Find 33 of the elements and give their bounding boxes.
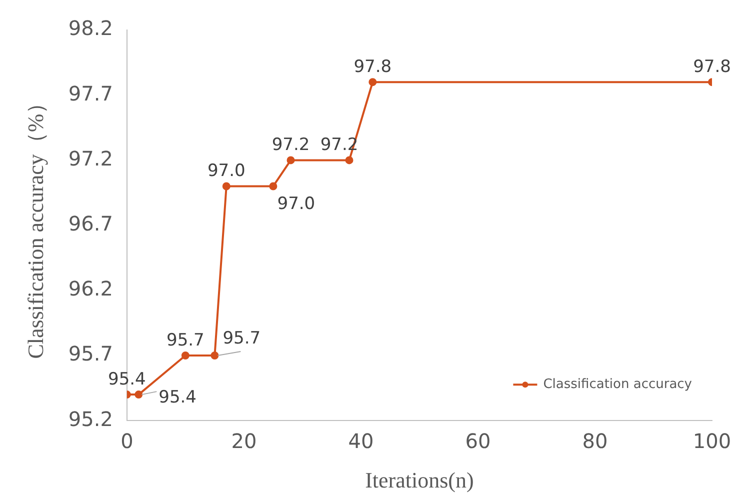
y-tick-label: 96.7 [68,212,113,236]
data-label: 95.7 [222,328,261,348]
point [134,390,143,399]
point [269,182,278,190]
point [181,352,190,360]
y-tick-label: 96.2 [68,276,113,301]
data-label: 97.0 [277,194,316,214]
y-tick-label: 95.2 [68,406,113,431]
data-label: 97.2 [272,135,310,156]
x-tick-label: 20 [231,428,257,453]
data-label: 95.4 [158,388,196,408]
x-tick-label: 0 [120,428,134,453]
y-tick-label: 97.7 [68,81,113,106]
x-tick-label: 80 [582,428,608,453]
data-label: 97.8 [354,57,392,78]
y-tick-label: 95.7 [68,342,113,366]
point [286,156,295,164]
y-axis-title: Classification accuracy（%） [22,92,48,359]
x-tick-label: 60 [465,428,491,453]
point [210,352,219,360]
y-tick-label: 97.2 [68,146,113,170]
x-tick-label: 100 [692,428,732,453]
data-label: 97.8 [693,57,731,78]
data-label: 95.4 [108,370,146,390]
point [368,78,377,86]
point [345,156,354,164]
legend-label: Classification accuracy [543,376,692,392]
x-tick-label: 40 [348,428,374,453]
data-label: 95.7 [166,330,204,350]
y-tick-label: 98.2 [68,16,113,40]
x-axis-title: Iterations(n) [365,468,474,493]
data-label: 97.0 [207,161,246,182]
point [222,182,230,190]
